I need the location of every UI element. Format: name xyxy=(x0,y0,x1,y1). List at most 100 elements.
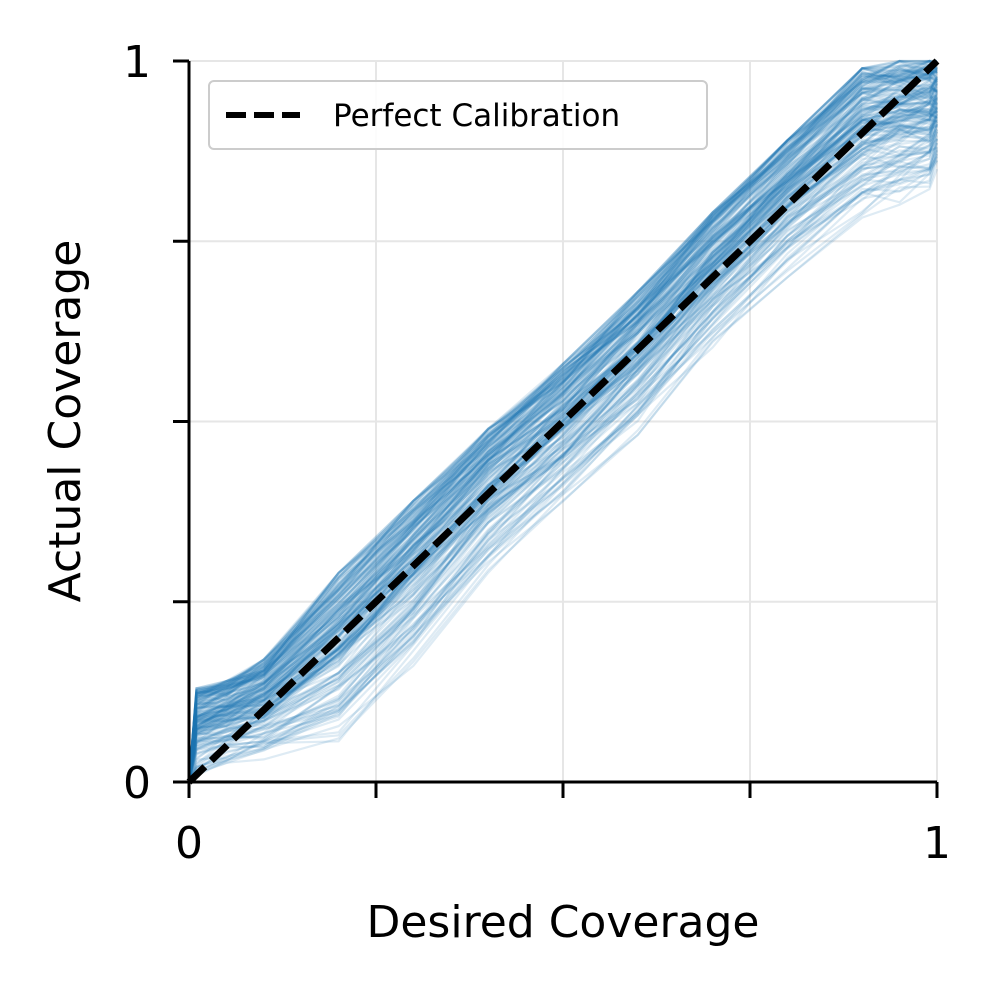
legend-box xyxy=(208,80,708,150)
coverage-curve-86 xyxy=(187,72,939,783)
coverage-curve-107 xyxy=(188,153,939,783)
coverage-curve-183 xyxy=(187,60,939,783)
coverage-curve-177 xyxy=(187,72,938,783)
coverage-curve-59 xyxy=(187,149,939,783)
coverage-curve-35 xyxy=(187,59,937,783)
coverage-curve-7 xyxy=(187,98,939,783)
coverage-curve-85 xyxy=(187,67,938,783)
coverage-curve-31 xyxy=(187,109,939,783)
coverage-curve-119 xyxy=(187,59,937,783)
coverage-curve-165 xyxy=(187,59,938,783)
coverage-curve-161 xyxy=(187,120,938,783)
coverage-curve-181 xyxy=(187,82,938,783)
coverage-curve-143 xyxy=(187,59,938,783)
coverage-curve-75 xyxy=(187,76,938,783)
perfect-calibration-series xyxy=(186,58,940,785)
coverage-curve-30 xyxy=(187,59,938,783)
series-line-perfect-calibration xyxy=(186,58,940,785)
legend: Perfect Calibration xyxy=(208,80,708,150)
x-tick-label-4: 1 xyxy=(923,818,951,869)
coverage-curve-144 xyxy=(187,82,939,783)
coverage-curve-76 xyxy=(187,72,938,783)
coverage-curve-39 xyxy=(187,89,938,783)
coverage-curve-4 xyxy=(187,78,938,783)
coverage-curve-141 xyxy=(187,59,938,783)
coverage-curve-70 xyxy=(187,138,938,783)
coverage-curves-bundle xyxy=(187,59,939,783)
coverage-curve-94 xyxy=(187,86,938,783)
coverage-curve-103 xyxy=(187,96,938,783)
coverage-curve-106 xyxy=(187,64,938,783)
coverage-curve-97 xyxy=(187,123,938,783)
coverage-curve-60 xyxy=(188,149,939,783)
coverage-curve-47 xyxy=(187,109,938,783)
coverage-curve-73 xyxy=(187,80,938,783)
coverage-curve-56 xyxy=(187,70,938,783)
y-tick-label-4: 1 xyxy=(123,37,151,88)
coverage-curve-13 xyxy=(187,128,938,783)
coverage-curve-55 xyxy=(187,91,939,783)
coverage-curve-71 xyxy=(188,142,939,783)
coverage-curve-132 xyxy=(187,65,938,783)
coverage-curve-175 xyxy=(187,101,938,783)
coverage-curve-84 xyxy=(187,68,938,783)
coverage-curve-53 xyxy=(187,66,938,783)
coverage-curve-78 xyxy=(187,86,938,783)
coverage-curve-0 xyxy=(188,158,938,783)
coverage-curve-51 xyxy=(188,168,939,783)
coverage-curve-25 xyxy=(187,83,938,783)
coverage-curve-146 xyxy=(187,68,938,783)
coverage-curve-74 xyxy=(187,97,939,783)
coverage-curve-108 xyxy=(187,77,938,783)
coverage-curve-5 xyxy=(187,64,938,783)
coverage-curve-122 xyxy=(187,61,938,783)
ticks: 0 1 0 1 xyxy=(123,37,951,869)
coverage-curve-37 xyxy=(187,70,938,783)
coverage-curve-41 xyxy=(187,107,938,783)
coverage-curve-156 xyxy=(187,62,938,783)
coverage-curve-159 xyxy=(187,83,938,783)
coverage-curve-33 xyxy=(187,68,938,783)
coverage-curve-117 xyxy=(187,102,939,783)
coverage-curve-61 xyxy=(188,146,939,783)
coverage-curve-167 xyxy=(187,60,939,783)
coverage-curve-62 xyxy=(188,156,938,783)
coverage-curve-115 xyxy=(187,68,938,783)
coverage-curve-38 xyxy=(187,59,938,783)
coverage-curve-23 xyxy=(187,59,938,783)
coverage-curve-140 xyxy=(187,124,938,783)
coverage-curve-19 xyxy=(187,70,938,783)
coverage-curve-17 xyxy=(187,116,938,783)
coverage-curve-113 xyxy=(188,142,938,783)
coverage-curve-168 xyxy=(187,147,938,783)
coverage-curve-10 xyxy=(187,119,938,783)
coverage-curve-43 xyxy=(187,92,938,783)
coverage-curve-164 xyxy=(187,100,938,783)
coverage-curve-187 xyxy=(187,80,938,783)
coverage-curve-158 xyxy=(187,63,938,783)
coverage-curve-48 xyxy=(187,114,939,783)
coverage-curve-26 xyxy=(187,67,938,783)
coverage-curve-1 xyxy=(187,112,938,783)
coverage-curve-151 xyxy=(187,74,938,783)
coverage-curve-152 xyxy=(187,110,938,783)
coverage-curve-138 xyxy=(187,155,938,783)
coverage-curve-150 xyxy=(187,63,938,783)
coverage-curve-6 xyxy=(187,110,939,783)
coverage-curve-133 xyxy=(188,150,939,783)
coverage-curve-40 xyxy=(187,88,939,783)
coverage-curve-2 xyxy=(187,94,938,783)
y-tick-label-0: 0 xyxy=(123,758,151,809)
x-tick-label-0: 0 xyxy=(175,818,203,869)
coverage-curve-188 xyxy=(187,111,938,783)
coverage-curve-95 xyxy=(187,59,938,783)
y-axis-label: Actual Coverage xyxy=(40,240,91,603)
coverage-curve-199 xyxy=(187,60,938,783)
coverage-curve-68 xyxy=(187,93,938,783)
coverage-curve-186 xyxy=(187,80,938,783)
coverage-curve-169 xyxy=(187,77,938,783)
coverage-curve-21 xyxy=(187,69,938,783)
coverage-curve-54 xyxy=(187,120,938,783)
coverage-curve-44 xyxy=(187,76,938,783)
